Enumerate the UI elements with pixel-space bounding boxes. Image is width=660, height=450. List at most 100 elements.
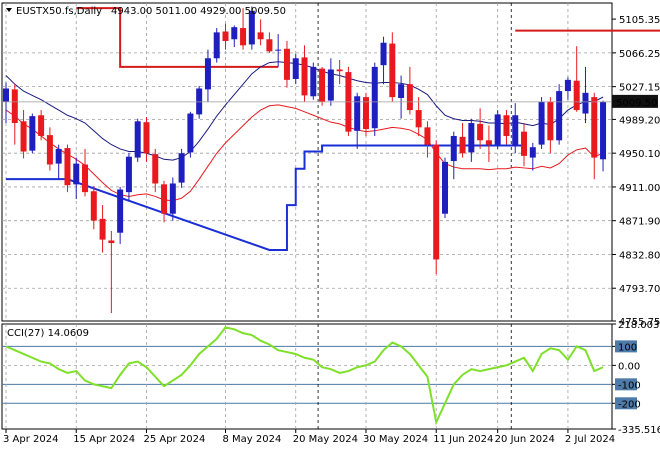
candle-bull xyxy=(73,163,80,185)
candle-bull xyxy=(213,32,220,59)
candle-bear xyxy=(485,140,492,145)
lower-band-line xyxy=(5,104,604,202)
candle-bull xyxy=(125,156,132,193)
time-tick-label: 30 May 2024 xyxy=(363,434,428,445)
price-tick-label: 4911.00 xyxy=(619,183,660,194)
candle-bear xyxy=(459,136,466,154)
resistance-line xyxy=(76,7,279,68)
support-resistance-lines xyxy=(6,7,660,251)
candle-bull xyxy=(204,58,211,90)
candle-bear xyxy=(406,84,413,111)
candle-bull xyxy=(231,27,238,40)
dropdown-triangle-icon[interactable] xyxy=(6,8,12,12)
candle-bull xyxy=(512,115,519,147)
cci-series xyxy=(5,326,604,426)
candle-bull xyxy=(398,84,405,98)
candle-bull xyxy=(292,58,299,79)
cci-tick-label: -335.5161 xyxy=(618,425,660,436)
cci-line xyxy=(5,326,604,426)
candle-bear xyxy=(389,43,396,98)
candle-bear xyxy=(573,80,580,111)
candle-bull xyxy=(529,147,536,158)
candle-bull xyxy=(248,10,255,45)
time-tick-label: 8 May 2024 xyxy=(223,434,282,445)
candle-bear xyxy=(362,97,369,130)
price-tick-label: 5027.15 xyxy=(619,83,660,94)
support-line xyxy=(6,144,525,251)
candle-bear xyxy=(257,32,264,40)
candle-bull xyxy=(371,66,378,129)
time-tick-label: 25 Apr 2024 xyxy=(143,434,205,445)
candle-bull xyxy=(600,101,607,160)
candle-bull xyxy=(178,153,185,183)
current-price-badge xyxy=(612,94,658,108)
candle-bear xyxy=(424,127,431,145)
candle-bear xyxy=(477,123,484,141)
candle-bear xyxy=(99,218,106,240)
candle-bear xyxy=(415,110,422,128)
candle-bear xyxy=(503,115,510,136)
price-tick-label: 4871.90 xyxy=(619,217,660,228)
time-tick-label: 2 Jul 2024 xyxy=(565,434,615,445)
cci-frame-border xyxy=(1,323,613,430)
price-panel-frame xyxy=(1,2,613,322)
candle-bear xyxy=(38,115,45,136)
time-tick-label: 15 Apr 2024 xyxy=(73,434,135,445)
time-tick-label: 20 May 2024 xyxy=(293,434,358,445)
cci-tick-label: -200 xyxy=(618,399,641,410)
candle-bull xyxy=(354,96,361,131)
symbol-label: EUSTX50.fs,Daily xyxy=(16,6,102,17)
cci-level-badge xyxy=(615,378,637,391)
cci-panel-frame xyxy=(1,323,613,430)
candle-bear xyxy=(108,240,115,244)
candle-bull xyxy=(134,121,141,158)
time-tick-label: 11 Jun 2024 xyxy=(433,434,493,445)
candle-bear xyxy=(301,57,308,96)
candle-bull xyxy=(556,91,563,141)
candle-bull xyxy=(494,114,501,145)
candle-bear xyxy=(11,89,18,124)
candle-bull xyxy=(327,69,334,101)
candle-bear xyxy=(266,39,273,52)
cci-level-badge xyxy=(615,397,637,410)
candle-bull xyxy=(55,148,62,164)
candle-bear xyxy=(90,191,97,221)
candle-bull xyxy=(3,88,9,102)
candle-bear xyxy=(283,48,290,80)
candle-bull xyxy=(582,92,589,114)
candle-bull xyxy=(29,116,36,151)
candle-bear xyxy=(433,144,440,260)
candle-bull xyxy=(196,88,203,115)
candle-bear xyxy=(152,154,159,184)
chart-header: EUSTX50.fs,Daily 4943.00 5011.00 4929.00… xyxy=(6,6,286,17)
candlestick-series xyxy=(3,6,607,314)
candle-bull xyxy=(538,101,545,145)
candle-bear xyxy=(64,148,71,186)
candle-bear xyxy=(143,122,150,154)
time-tick-label: 20 Jun 2024 xyxy=(495,434,555,445)
ohlc-label: 4943.00 5011.00 4929.00 5009.50 xyxy=(111,6,286,17)
candle-bear xyxy=(336,69,343,72)
cci-grid xyxy=(2,324,612,429)
price-axis: 5105.35 5066.25 5027.15 4989.20 4950.10 4911.… xyxy=(2,15,660,328)
cci-indicator-label: CCI(27) 14.0609 xyxy=(7,328,89,339)
candle-bear xyxy=(222,31,229,41)
candle-bear xyxy=(82,164,89,193)
cci-tick-label: 0.00 xyxy=(618,361,640,372)
price-tick-label: 5105.35 xyxy=(619,15,660,26)
price-frame-border xyxy=(1,2,613,322)
candle-bear xyxy=(46,135,53,165)
candle-bull xyxy=(442,161,448,214)
candle-bear xyxy=(161,184,168,214)
candle-bull xyxy=(275,49,282,51)
candle-bull xyxy=(564,79,571,92)
candle-bull xyxy=(187,113,194,153)
candle-bear xyxy=(591,97,598,158)
current-price-label: 5009.50 xyxy=(616,98,657,109)
price-tick-label: 4793.70 xyxy=(619,284,660,295)
price-tick-label: 5066.25 xyxy=(619,49,660,60)
